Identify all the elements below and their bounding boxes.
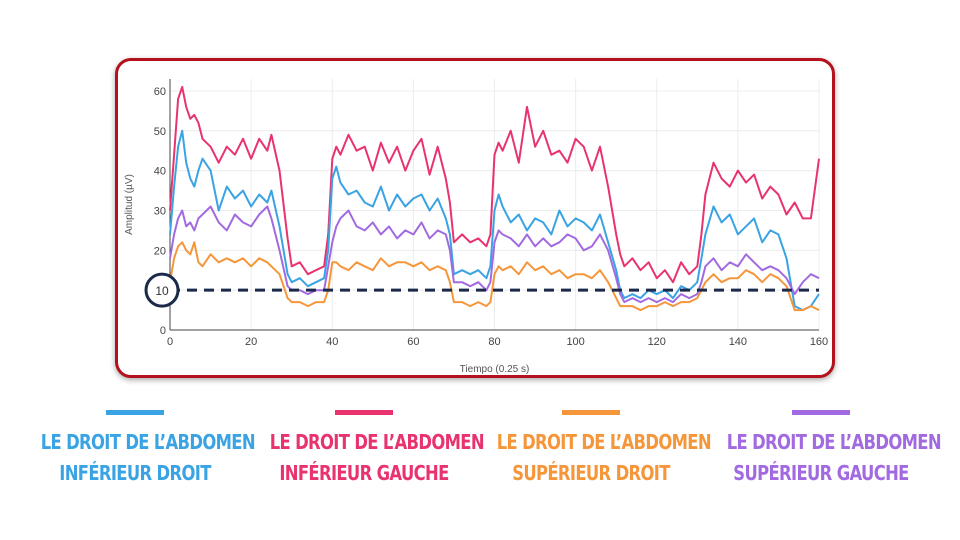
series-line: [169, 205, 820, 304]
legend-swatch: [562, 410, 620, 415]
legend-label-line2: SUPÉRIEUR DROIT: [512, 461, 670, 485]
threshold-circle: [144, 272, 180, 308]
x-tick-label: 120: [648, 336, 666, 348]
y-tick-label: 40: [154, 166, 166, 178]
legend-swatch: [335, 410, 393, 415]
chart-frame: 0 20 30 40 50 60 0 20 40 60 80 100 120 140 160 Tiempo (…: [115, 58, 835, 378]
x-tick-label: 20: [245, 336, 257, 348]
y-tick-label: 50: [154, 126, 166, 138]
y-tick-label: 0: [160, 325, 166, 337]
y-tick-label: 60: [154, 86, 166, 98]
series-line: [169, 86, 820, 284]
legend-item-superieur-droit: LE DROIT DE L’ABDOMEN SUPÉRIEUR DROIT: [476, 410, 712, 489]
y-tick-label: 20: [154, 245, 166, 257]
x-tick-label: 60: [407, 336, 419, 348]
emg-line-chart: 0 20 30 40 50 60 0 20 40 60 80 100 120 140 160 Tiempo (…: [124, 79, 828, 375]
x-tick-label: 140: [729, 336, 747, 348]
y-axis-label: Amplitud (µV): [124, 174, 135, 235]
legend-item-superieur-gauche: LE DROIT DE L’ABDOMEN SUPÉRIEUR GAUCHE: [706, 410, 942, 489]
legend-label-line1: LE DROIT DE L’ABDOMEN: [269, 430, 485, 454]
legend-label-line2: INFÉRIEUR GAUCHE: [279, 461, 449, 485]
series-line: [169, 129, 820, 312]
legend-item-inferieur-gauche: LE DROIT DE L’ABDOMEN INFÉRIEUR GAUCHE: [249, 410, 485, 489]
legend-label-line2: SUPÉRIEUR GAUCHE: [733, 461, 909, 485]
y-tick-label: 30: [154, 205, 166, 217]
legend-item-inferieur-droit: LE DROIT DE L’ABDOMEN INFÉRIEUR DROIT: [20, 410, 256, 489]
threshold-label: 10: [155, 284, 169, 298]
x-tick-label: 100: [566, 336, 584, 348]
legend-swatch: [792, 410, 850, 415]
x-tick-label: 160: [810, 336, 828, 348]
x-tick-label: 40: [326, 336, 338, 348]
series-line: [169, 241, 820, 312]
legend-swatch: [106, 410, 164, 415]
legend-label-line2: INFÉRIEUR DROIT: [59, 461, 211, 485]
legend-label-line1: LE DROIT DE L’ABDOMEN: [726, 430, 942, 454]
x-tick-label: 0: [167, 336, 173, 348]
legend-label-line1: LE DROIT DE L’ABDOMEN: [496, 430, 712, 454]
legend-label-line1: LE DROIT DE L’ABDOMEN: [40, 430, 256, 454]
x-axis-label: Tiempo (0.25 s): [460, 364, 530, 375]
x-tick-label: 80: [488, 336, 500, 348]
